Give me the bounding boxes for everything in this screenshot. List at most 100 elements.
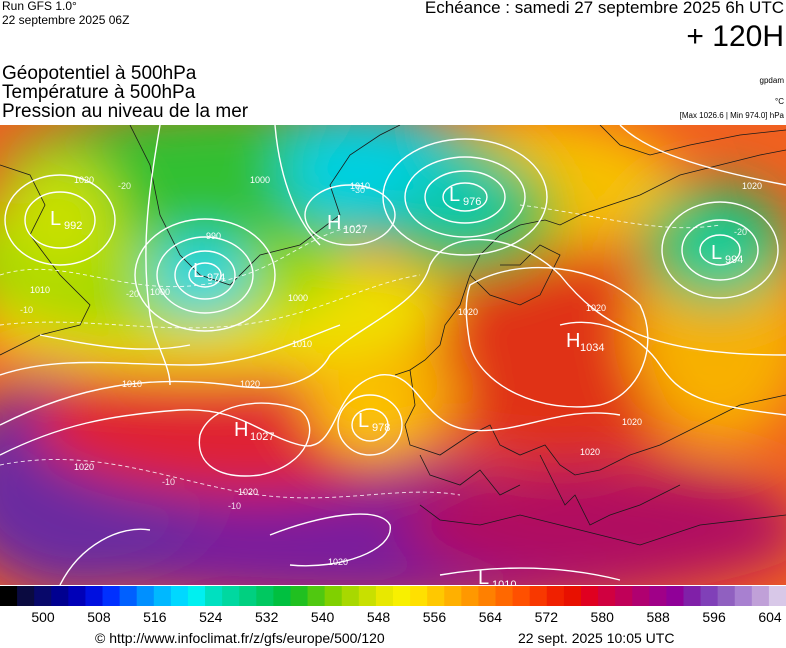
color-scale-tick: 548	[366, 609, 391, 625]
isobar-label: 1020	[74, 462, 94, 472]
color-swatch	[51, 586, 69, 606]
color-swatch	[700, 586, 719, 606]
color-swatch	[683, 586, 702, 606]
color-swatch	[427, 586, 445, 606]
color-swatch	[136, 586, 155, 606]
center-letter: L	[50, 208, 61, 230]
color-swatch	[256, 586, 274, 606]
isobar-label: 1000	[150, 287, 170, 297]
layer-label-pressure: Pression au niveau de la mer	[2, 101, 249, 122]
isotherm-label: -10	[20, 305, 33, 315]
color-scale-tick: 500	[31, 609, 55, 625]
source-credit: © http://www.infoclimat.fr/z/gfs/europe/…	[95, 630, 385, 646]
isotherm-label: -30	[352, 185, 365, 195]
color-scale-tick: 540	[310, 609, 335, 625]
color-scale-tick: 580	[590, 609, 614, 625]
color-swatch	[170, 586, 189, 606]
color-scale-labels: 500 508 516 524 532 540 548 556 564 572 580 588 596 6…	[0, 609, 786, 627]
center-value: 1034	[580, 342, 604, 354]
isobar-label: 1010	[122, 379, 142, 389]
center-letter: L	[358, 410, 369, 432]
center-letter: L	[478, 567, 489, 585]
color-swatch	[34, 586, 52, 606]
run-title: Run GFS 1.0°	[2, 0, 77, 13]
run-date: 22 septembre 2025 06Z	[2, 13, 130, 27]
isobar-label: 1020	[328, 557, 348, 567]
center-value: 1010	[492, 579, 516, 585]
color-swatch	[187, 586, 206, 606]
color-swatch	[307, 586, 326, 606]
color-swatch	[290, 586, 309, 606]
center-letter: L	[449, 184, 460, 206]
color-swatch	[119, 586, 138, 606]
center-value: 992	[64, 220, 82, 232]
coastlines	[0, 125, 786, 546]
isobar-label: 1000	[288, 293, 308, 303]
center-value: 974	[207, 272, 225, 284]
isotherm-value-labels: -20 -20 -10 -30 -10 -10 -20	[20, 181, 747, 511]
color-swatch	[222, 586, 240, 606]
isobar-label: 1020	[580, 447, 600, 457]
color-swatch	[324, 586, 343, 606]
color-swatch	[102, 586, 121, 606]
color-swatch	[495, 586, 514, 606]
color-scale-tick: 564	[478, 609, 503, 625]
color-swatch	[768, 586, 786, 606]
center-letter: H	[327, 212, 341, 234]
lead-time: + 120H	[686, 20, 784, 53]
center-value: 1027	[343, 224, 367, 236]
color-swatch	[666, 586, 685, 606]
unit-temperature: °C	[775, 97, 784, 106]
color-swatch	[751, 586, 770, 606]
color-swatch	[649, 586, 667, 606]
color-swatch	[273, 586, 292, 606]
color-swatch	[580, 586, 599, 606]
color-swatch	[85, 586, 104, 606]
center-letter: H	[234, 419, 248, 441]
color-swatch	[632, 586, 650, 606]
center-letter: L	[711, 242, 722, 264]
color-swatch	[153, 586, 172, 606]
color-swatch	[205, 586, 223, 606]
color-scale-tick: 604	[758, 609, 782, 625]
isobar-label: 1010	[292, 339, 312, 349]
color-scale-tick: 524	[199, 609, 223, 625]
color-swatch	[478, 586, 497, 606]
color-scale-tick: 572	[534, 609, 558, 625]
center-letter: H	[566, 330, 580, 352]
isotherm-label: -20	[126, 289, 139, 299]
center-value: 976	[463, 196, 481, 208]
color-swatch	[717, 586, 736, 606]
color-swatch	[375, 586, 394, 606]
generation-timestamp: 22 sept. 2025 10:05 UTC	[518, 630, 675, 646]
layer-label-temperature: Température à 500hPa	[2, 82, 196, 103]
unit-pressure-range: [Max 1026.6 | Min 974.0] hPa	[679, 111, 784, 120]
center-value: 994	[725, 254, 743, 266]
isobar-label: 1010	[350, 181, 370, 191]
color-swatch	[529, 586, 548, 606]
isobar-label: 990	[206, 231, 221, 241]
color-swatch	[358, 586, 377, 606]
color-swatch	[461, 586, 480, 606]
color-scale-tick: 532	[255, 609, 279, 625]
color-swatch	[598, 586, 616, 606]
isotherm-label: -20	[734, 227, 747, 237]
color-scale-bar	[0, 586, 786, 606]
isobar-label: 1020	[238, 487, 258, 497]
color-swatch	[0, 586, 18, 606]
color-swatch	[393, 586, 411, 606]
isobar-label: 1020	[586, 303, 606, 313]
color-swatch	[512, 586, 531, 606]
color-scale-tick: 556	[422, 609, 447, 625]
color-scale-tick: 508	[87, 609, 111, 625]
isobar-label: 1020	[742, 181, 762, 191]
isobar-label: 1020	[458, 307, 478, 317]
color-swatch	[734, 586, 753, 606]
center-value: 978	[372, 422, 390, 434]
isobar-label: 1020	[240, 379, 260, 389]
pressure-center-labels: L 992 L 974 H 1027 L 976 L 994 H 1034 H …	[50, 184, 743, 585]
layer-label-geopotential: Géopotentiel à 500hPa	[2, 63, 197, 84]
forecast-valid-time: Echéance : samedi 27 septembre 2025 6h U…	[424, 0, 784, 17]
temperature-isotherms	[0, 204, 721, 499]
color-swatch	[17, 586, 35, 606]
